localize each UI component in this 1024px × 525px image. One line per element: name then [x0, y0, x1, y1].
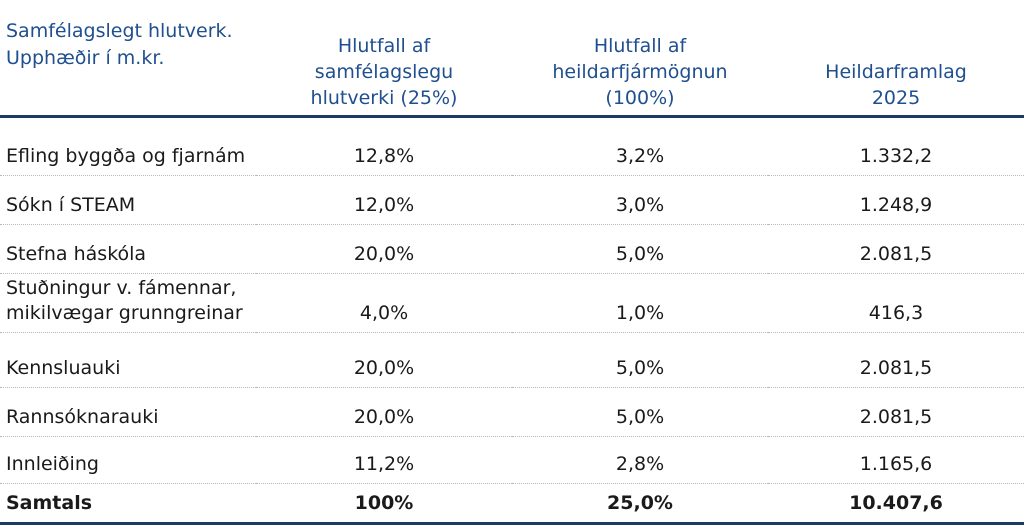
cell: 20,0%	[256, 387, 512, 437]
column-header: Heildarframlag 2025	[768, 0, 1024, 118]
cell: 2.081,5	[768, 332, 1024, 388]
cell: 1.248,9	[768, 175, 1024, 225]
total-cell: 25,0%	[512, 483, 768, 525]
total-cell: 10.407,6	[768, 483, 1024, 525]
cell: 1.165,6	[768, 436, 1024, 484]
column-header: Samfélagslegt hlutverk. Upphæðir í m.kr.	[0, 0, 256, 118]
cell: 5,0%	[512, 332, 768, 388]
header-row: Samfélagslegt hlutverk. Upphæðir í m.kr.…	[0, 0, 1024, 118]
cell: 20,0%	[256, 224, 512, 274]
cell: 416,3	[768, 273, 1024, 333]
row-label: Stefna háskóla	[0, 224, 256, 274]
cell: 3,2%	[512, 116, 768, 176]
cell: 2.081,5	[768, 224, 1024, 274]
column-header: Hlutfall af samfélagslegu hlutverki (25%…	[256, 0, 512, 118]
total-row: Samtals 100% 25,0% 10.407,6	[0, 483, 1024, 525]
cell: 11,2%	[256, 436, 512, 484]
total-label: Samtals	[0, 483, 256, 525]
cell: 3,0%	[512, 175, 768, 225]
column-header: Hlutfall af heildarfjármögnun (100%)	[512, 0, 768, 118]
cell: 12,8%	[256, 116, 512, 176]
cell: 5,0%	[512, 224, 768, 274]
table-row: Rannsóknarauki 20,0% 5,0% 2.081,5	[0, 387, 1024, 437]
row-label: Kennsluauki	[0, 332, 256, 388]
cell: 5,0%	[512, 387, 768, 437]
table-row: Stefna háskóla 20,0% 5,0% 2.081,5	[0, 224, 1024, 274]
cell: 2,8%	[512, 436, 768, 484]
cell: 12,0%	[256, 175, 512, 225]
row-label: Rannsóknarauki	[0, 387, 256, 437]
table-row: Efling byggða og fjarnám 12,8% 3,2% 1.332,2	[0, 116, 1024, 176]
cell: 2.081,5	[768, 387, 1024, 437]
table-row: Stuðningur v. fámennar, mikilvægar grunn…	[0, 273, 1024, 333]
row-label: Efling byggða og fjarnám	[0, 116, 256, 176]
row-label: Stuðningur v. fámennar, mikilvægar grunn…	[0, 273, 256, 333]
row-label: Innleiðing	[0, 436, 256, 484]
table-row: Sókn í STEAM 12,0% 3,0% 1.248,9	[0, 175, 1024, 225]
table-row: Kennsluauki 20,0% 5,0% 2.081,5	[0, 332, 1024, 388]
table-row: Innleiðing 11,2% 2,8% 1.165,6	[0, 436, 1024, 484]
cell: 1,0%	[512, 273, 768, 333]
cell: 20,0%	[256, 332, 512, 388]
cell: 1.332,2	[768, 116, 1024, 176]
cell: 4,0%	[256, 273, 512, 333]
total-cell: 100%	[256, 483, 512, 525]
row-label: Sókn í STEAM	[0, 175, 256, 225]
